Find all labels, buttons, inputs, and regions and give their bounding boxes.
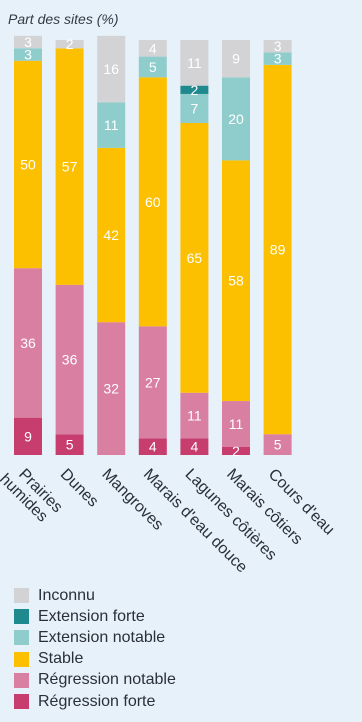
data-label: 11: [187, 55, 202, 71]
legend-swatch: [14, 694, 29, 710]
legend-item: Inconnu: [14, 585, 176, 606]
data-label: 36: [20, 335, 36, 351]
bar-segment: [180, 85, 209, 94]
data-label: 5: [274, 437, 282, 453]
data-label: 7: [191, 100, 199, 116]
y-axis-label: Part des sites (%): [8, 11, 119, 27]
bar-segment: [138, 326, 167, 439]
bar-segment: [222, 401, 250, 447]
legend-swatch: [14, 609, 29, 625]
bar-segment: [263, 52, 292, 65]
data-label: 2: [191, 82, 199, 98]
legend-label: Stable: [38, 650, 84, 668]
data-label: 3: [274, 38, 282, 54]
legend-swatch: [14, 630, 29, 646]
data-label: 27: [145, 374, 161, 390]
bar-segment: [55, 40, 84, 49]
data-label: 20: [228, 111, 244, 127]
bar-segment: [138, 77, 167, 327]
bar-segment: [263, 64, 292, 435]
bar-segment: [222, 160, 250, 402]
legend-swatch: [14, 588, 29, 604]
data-label: 4: [191, 439, 199, 455]
legend-item: Régression forte: [14, 691, 176, 712]
bar-segment: [55, 434, 84, 455]
bar-segment: [97, 102, 126, 148]
bar-segment: [222, 446, 250, 455]
data-label: 32: [103, 381, 119, 397]
legend-item: Stable: [14, 649, 176, 670]
chart-plot: 9365033Prairieshumides536572Dunes3242111…: [0, 34, 337, 576]
data-label: 58: [228, 273, 244, 289]
data-label: 3: [24, 34, 32, 50]
data-label: 5: [149, 59, 157, 75]
legend: Inconnu Extension forte Extension notable S…: [14, 585, 176, 712]
legend-item: Extension forte: [14, 606, 176, 627]
bar-segment: [14, 268, 42, 418]
data-label: 2: [66, 36, 74, 52]
data-label: 11: [104, 117, 119, 133]
data-label: 65: [187, 250, 203, 266]
data-label: 89: [270, 242, 286, 258]
legend-swatch: [14, 672, 29, 688]
bar-segment: [55, 48, 84, 285]
data-label: 42: [103, 227, 119, 243]
bar-segment: [263, 434, 292, 455]
legend-item: Extension notable: [14, 627, 176, 648]
bar-segment: [180, 123, 209, 393]
bar-segment: [180, 438, 209, 455]
legend-label: Extension notable: [38, 628, 166, 646]
data-label: 3: [274, 51, 282, 67]
bar-segment: [55, 284, 84, 435]
data-label: 2: [232, 443, 240, 459]
legend-label: Régression forte: [38, 692, 156, 710]
data-label: 3: [24, 47, 32, 63]
legend-item: Régression notable: [14, 670, 176, 691]
bar-segment: [222, 77, 250, 161]
legend-swatch: [14, 651, 29, 667]
bar-segment: [14, 417, 42, 455]
data-label: 9: [232, 51, 240, 67]
data-label: 50: [20, 157, 36, 173]
data-label: 16: [103, 61, 119, 77]
legend-label: Extension forte: [38, 607, 145, 625]
data-label: 4: [149, 439, 157, 455]
data-label: 4: [149, 40, 157, 56]
data-label: 36: [62, 352, 78, 368]
data-label: 57: [62, 159, 78, 175]
bar-segment: [138, 438, 167, 455]
bar-segment: [222, 40, 250, 78]
bar-segment: [180, 392, 209, 439]
bar-segment: [138, 56, 167, 78]
data-label: 60: [145, 194, 161, 210]
data-label: 5: [66, 437, 74, 453]
legend-label: Régression notable: [38, 671, 176, 689]
bar-segment: [180, 93, 209, 123]
bar-segment: [97, 35, 126, 103]
data-label: 9: [24, 428, 32, 444]
data-label: 11: [187, 408, 202, 424]
bar-segment: [180, 40, 209, 86]
bar-segment: [263, 40, 292, 53]
bar-segment: [97, 322, 126, 455]
data-label: 11: [229, 416, 244, 432]
bar-segment: [97, 147, 126, 323]
bar-segment: [138, 40, 167, 57]
bar-segment: [14, 60, 42, 269]
bar-segment: [14, 35, 42, 49]
bar-segment: [14, 48, 42, 61]
legend-label: Inconnu: [38, 586, 95, 604]
